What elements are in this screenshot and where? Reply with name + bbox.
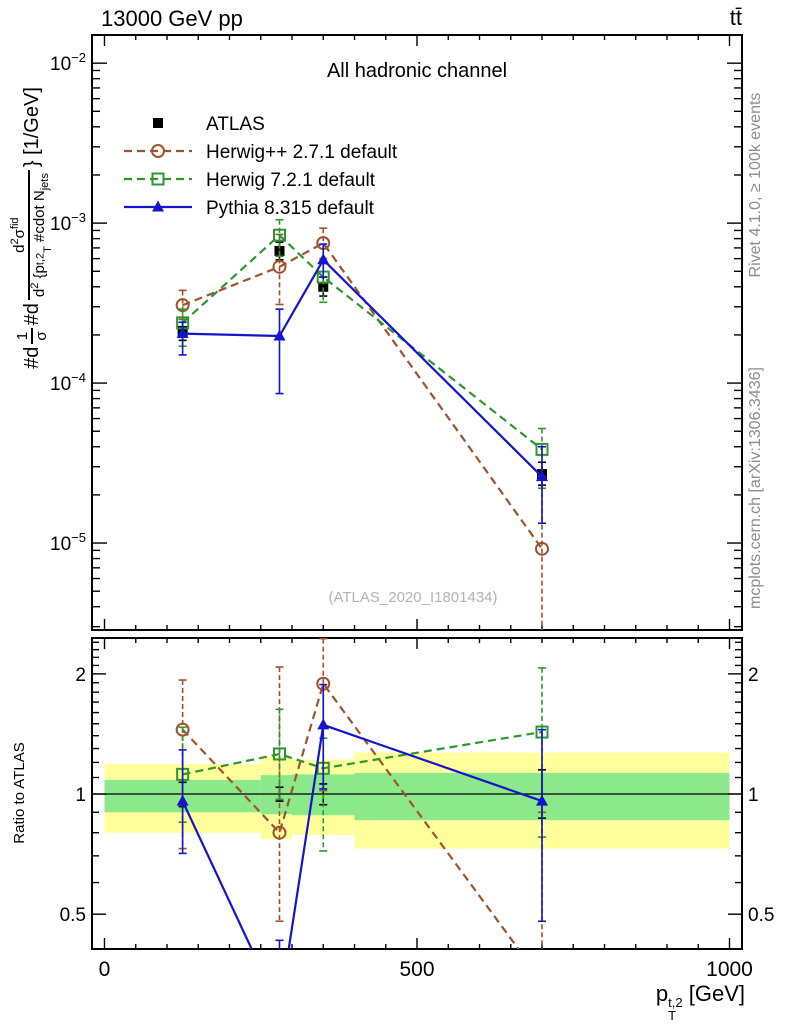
series-line-pythia [181, 723, 543, 949]
main-y-tick-label: 10−2 [50, 50, 86, 75]
legend: ATLAS Herwig++ 2.7.1 default Herwig 7.2.1 … [124, 114, 398, 219]
main-panel-frame [91, 34, 743, 631]
ylabel-den-pt-sup: t,2 [34, 252, 47, 266]
ratio-y-tick-label-left: 1 [75, 785, 86, 806]
marker-filled-triangle [317, 718, 330, 730]
xlabel-p: p [655, 981, 669, 1006]
axis-ticks [92, 35, 742, 949]
process-label: tt̄ [729, 5, 742, 30]
xlabel-sup: t,2 [668, 995, 683, 1010]
xlabel-sub: T [668, 1008, 677, 1023]
marker-filled-triangle [274, 1002, 286, 1013]
channel-title: All hadronic channel [326, 60, 508, 82]
ratio-y-axis-label: Ratio to ATLAS [11, 742, 28, 844]
ylabel-num-fid: fid [8, 217, 21, 230]
series-line-pythia [182, 258, 543, 478]
legend-label: Herwig++ 2.7.1 default [206, 142, 398, 163]
ylabel-num-sigma: σ [10, 229, 28, 239]
ylabel-main-fraction: d2σfid d2 {pt,2T #cdot Njets [8, 170, 55, 301]
ratio-uncertainty-bands [92, 752, 742, 849]
x-axis-label: p t,2 T [GeV] [492, 981, 745, 1022]
axis-tick-labels: 10−2 10−3 10−4 10−5 0.5 0.5 1 1 2 2 0 500 1000 [50, 50, 774, 981]
ylabel-num-exp: 2 [8, 238, 21, 245]
rivet-version-watermark: Rivet 4.1.0, ≥ 100k events [747, 93, 764, 278]
series-line-herwig++ [182, 241, 543, 550]
series-line-herwig [181, 233, 543, 451]
ylabel-den-d: d [31, 288, 49, 298]
analysis-watermark: (ATLAS_2020_I1801434) [328, 589, 497, 606]
x-tick-label: 0 [99, 958, 111, 981]
legend-label: ATLAS [206, 114, 265, 135]
ylabel-den-cdot-n: #cdot N [31, 190, 49, 247]
marker-filled-triangle [317, 253, 330, 265]
marker-open-circle [272, 825, 287, 840]
ylabel-frac1-den: σ [31, 328, 51, 344]
ylabel-d2: #d [20, 303, 43, 326]
ratio-panel-series [175, 638, 549, 1013]
marker-filled-square [153, 118, 163, 128]
ratio-y-tick-label-right: 1 [748, 785, 759, 806]
marker-filled-triangle [176, 327, 189, 339]
marker-open-circle [272, 259, 287, 274]
ylabel-d1: #d [20, 346, 43, 369]
beam-energy-label: 13000 GeV pp [101, 6, 243, 31]
x-tick-label: 1000 [706, 958, 753, 981]
ylabel-den-pt-stack: t,2T [34, 246, 55, 265]
ylabel-num-d: d [10, 244, 28, 253]
marker-filled-triangle [273, 329, 286, 341]
ratio-y-tick-label-right: 2 [748, 665, 759, 686]
xlabel-pt-stack: t,2 T [668, 996, 682, 1022]
ylabel-fraction-denominator: d2 {pt,2T #cdot Njets [28, 170, 55, 301]
mcplots-watermark: mcplots.cern.ch [arXiv:1306.3436] [747, 367, 764, 609]
series-line-herwig++ [181, 681, 520, 949]
marker-open-circle [151, 144, 165, 158]
ratio-y-tick-label-right: 0.5 [748, 905, 774, 926]
marker-open-square [273, 747, 286, 761]
main-panel-series [175, 218, 549, 630]
ylabel-den-p: {p [31, 265, 49, 283]
marker-filled-square [318, 281, 329, 292]
ylabel-frac-one-over-sigma: 1 σ [13, 328, 51, 344]
legend-label: Pythia 8.315 default [206, 198, 375, 219]
main-y-axis-label: #d 1 σ #d d2σfid d2 {pt,2T #cdot Njets }… [0, 78, 67, 378]
ylabel-den-exp: 2 [29, 282, 42, 289]
x-tick-label: 500 [399, 958, 434, 981]
marker-filled-triangle [536, 470, 548, 482]
ylabel-frac1-num: 1 [13, 331, 31, 341]
ylabel-fraction-numerator: d2σfid [8, 214, 28, 255]
ylabel-den-pt-sub: T [42, 246, 55, 253]
ratio-y-tick-label-left: 2 [75, 665, 86, 686]
marker-open-circle [535, 541, 549, 556]
series-line-herwig [182, 730, 543, 776]
ylabel-units: } [1/GeV] [20, 87, 43, 168]
ratio-y-tick-label-left: 0.5 [60, 905, 86, 926]
main-y-tick-label: 10−4 [50, 370, 86, 395]
ylabel-den-jets: jets [39, 173, 52, 191]
marker-filled-triangle [536, 794, 548, 806]
marker-filled-triangle [152, 200, 164, 212]
main-y-tick-label: 10−5 [50, 530, 86, 555]
marker-open-square [273, 228, 286, 242]
xlabel-units: [GeV] [682, 981, 745, 1006]
green-band-bin2 [260, 775, 292, 815]
marker-filled-triangle [176, 794, 189, 806]
main-y-tick-label: 10−3 [50, 210, 86, 235]
legend-label: Herwig 7.2.1 default [206, 170, 376, 191]
marker-open-square [151, 172, 165, 186]
